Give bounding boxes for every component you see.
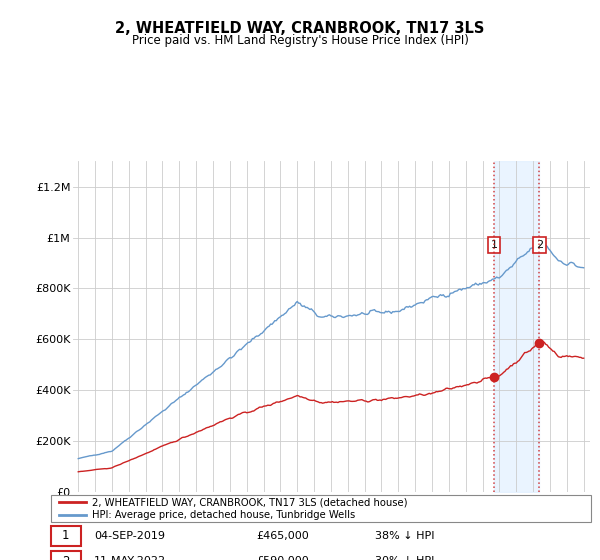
Text: 2: 2	[62, 554, 70, 560]
Text: 2, WHEATFIELD WAY, CRANBROOK, TN17 3LS: 2, WHEATFIELD WAY, CRANBROOK, TN17 3LS	[115, 21, 485, 36]
Text: 2, WHEATFIELD WAY, CRANBROOK, TN17 3LS (detached house): 2, WHEATFIELD WAY, CRANBROOK, TN17 3LS (…	[91, 497, 407, 507]
Text: £465,000: £465,000	[256, 531, 309, 541]
FancyBboxPatch shape	[51, 551, 80, 560]
Text: 04-SEP-2019: 04-SEP-2019	[94, 531, 165, 541]
Text: 1: 1	[490, 240, 497, 250]
Text: Price paid vs. HM Land Registry's House Price Index (HPI): Price paid vs. HM Land Registry's House …	[131, 34, 469, 46]
Text: £590,000: £590,000	[256, 556, 309, 560]
Text: 11-MAY-2022: 11-MAY-2022	[94, 556, 166, 560]
Text: 2: 2	[536, 240, 543, 250]
Text: 1: 1	[62, 529, 70, 543]
FancyBboxPatch shape	[51, 526, 80, 546]
Text: 30% ↓ HPI: 30% ↓ HPI	[375, 556, 434, 560]
FancyBboxPatch shape	[51, 495, 591, 522]
Text: 38% ↓ HPI: 38% ↓ HPI	[375, 531, 434, 541]
Text: HPI: Average price, detached house, Tunbridge Wells: HPI: Average price, detached house, Tunb…	[91, 510, 355, 520]
